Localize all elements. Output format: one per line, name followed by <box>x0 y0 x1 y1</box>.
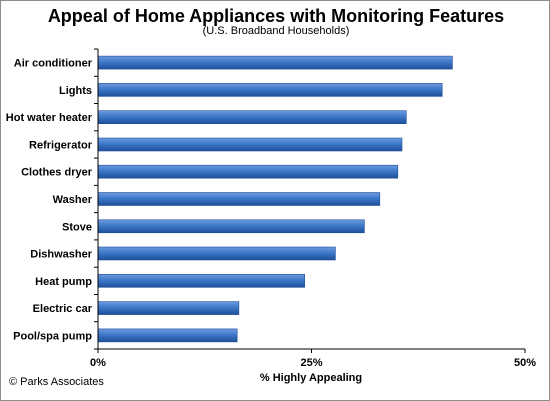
category-label: Air conditioner <box>14 58 93 70</box>
category-label: Heat pump <box>35 276 92 288</box>
chart-subtitle: (U.S. Broadband Households) <box>202 25 350 37</box>
category-label: Stove <box>62 221 92 233</box>
category-label: Electric car <box>33 303 93 315</box>
x-tick-label: 25% <box>300 357 322 369</box>
x-tick-label: 0% <box>90 357 106 369</box>
category-label: Lights <box>59 85 92 97</box>
category-label: Pool/spa pump <box>13 330 92 342</box>
bar-refrigerator <box>97 137 403 152</box>
category-label: Dishwasher <box>30 249 92 261</box>
bar-hot-water-heater <box>97 110 407 124</box>
category-label: Washer <box>53 194 93 206</box>
bar-pool-spa-pump <box>97 328 238 343</box>
bar-washer <box>97 192 381 206</box>
bar-heat-pump <box>97 273 305 288</box>
category-label: Refrigerator <box>29 140 93 152</box>
bar-stove <box>97 219 365 234</box>
bar-clothes-dryer <box>97 164 399 179</box>
bar-electric-car <box>97 301 240 315</box>
bar-lights <box>97 83 443 97</box>
bar-air-conditioner <box>97 55 453 70</box>
category-label: Hot water heater <box>6 112 93 124</box>
x-tick-label: 50% <box>514 357 536 369</box>
x-axis-label: % Highly Appealing <box>259 372 363 384</box>
chart-title: Appeal of Home Appliances with Monitorin… <box>47 6 505 26</box>
source-credit: © Parks Associates <box>9 376 104 388</box>
category-label: Clothes dryer <box>21 167 93 179</box>
bar-dishwasher <box>97 246 336 261</box>
